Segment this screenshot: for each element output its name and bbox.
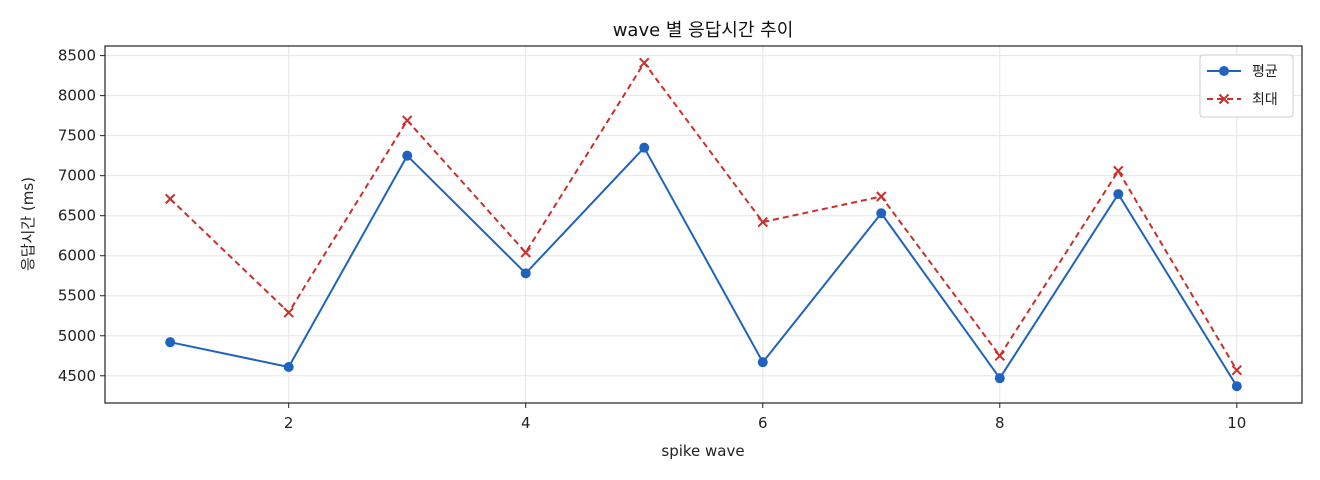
series-line-0 bbox=[169, 146, 1238, 387]
x-tick-label: 8 bbox=[995, 414, 1005, 432]
data-point-avg bbox=[1231, 381, 1242, 392]
data-point-max bbox=[757, 216, 768, 228]
legend-marker-avg bbox=[1219, 66, 1229, 76]
y-tick-label: 8500 bbox=[58, 47, 96, 65]
data-point-avg bbox=[1113, 189, 1124, 200]
series-line-1 bbox=[169, 61, 1238, 371]
data-point-max bbox=[402, 115, 413, 126]
data-point-max bbox=[1113, 165, 1124, 177]
y-axis-label: 응답시간 (ms) bbox=[19, 177, 37, 271]
legend-label-avg: 평균 bbox=[1252, 64, 1278, 80]
x-tick-label: 2 bbox=[284, 414, 294, 432]
y-tick-label: 5500 bbox=[58, 287, 96, 305]
data-point-max bbox=[1231, 364, 1243, 376]
data-point-avg bbox=[757, 357, 768, 368]
y-tick-label: 6000 bbox=[58, 247, 96, 265]
y-tick-label: 8000 bbox=[58, 87, 96, 105]
x-tick-label: 10 bbox=[1227, 414, 1246, 432]
data-point-max bbox=[520, 247, 531, 258]
x-tick-label: 6 bbox=[758, 414, 768, 432]
plot-frame bbox=[104, 45, 1303, 404]
y-tick-label: 5000 bbox=[58, 327, 96, 345]
chart-title: wave 별 응답시간 추이 bbox=[613, 20, 794, 41]
y-axis-ticks: 4500 5000 5500 6000 6500 7000 7500 8000 8500 bbox=[58, 47, 105, 385]
x-axis-label: spike wave bbox=[661, 442, 744, 460]
x-axis-ticks: 2 4 6 8 10 bbox=[284, 403, 1246, 432]
plot-lines bbox=[164, 57, 1243, 392]
data-point-max bbox=[639, 57, 650, 69]
y-tick-label: 7500 bbox=[58, 127, 96, 145]
data-point-max bbox=[164, 193, 176, 205]
legend-marker-max bbox=[1218, 93, 1230, 105]
data-point-avg bbox=[520, 268, 531, 279]
data-point-avg bbox=[994, 373, 1005, 384]
data-point-max bbox=[994, 350, 1005, 361]
data-point-max bbox=[283, 307, 294, 318]
y-tick-label: 7000 bbox=[58, 167, 96, 185]
data-point-avg bbox=[283, 361, 294, 372]
data-point-avg bbox=[639, 142, 650, 153]
data-point-avg bbox=[876, 208, 887, 219]
legend: 평균 최대 bbox=[1199, 54, 1294, 118]
y-tick-label: 4500 bbox=[58, 367, 96, 385]
x-tick-label: 4 bbox=[521, 414, 531, 432]
data-point-avg bbox=[165, 337, 176, 348]
legend-box bbox=[1199, 54, 1294, 118]
y-tick-label: 6500 bbox=[58, 207, 96, 225]
data-point-max bbox=[876, 191, 887, 202]
grid-lines bbox=[105, 46, 1302, 403]
legend-label-max: 최대 bbox=[1252, 92, 1278, 108]
data-point-avg bbox=[402, 150, 413, 161]
